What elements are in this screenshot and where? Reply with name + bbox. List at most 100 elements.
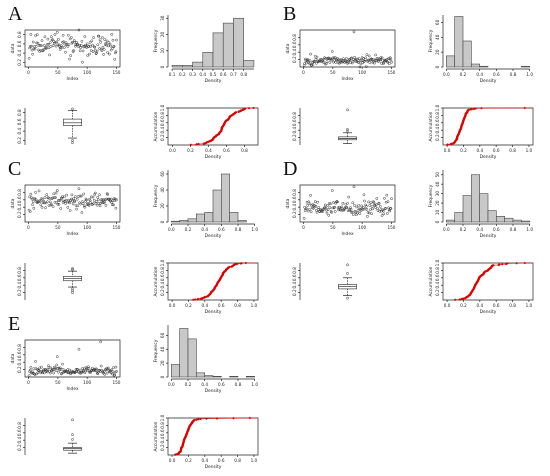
index-point [308, 202, 312, 206]
ecdf-xtick-label: 0.2 [460, 148, 467, 153]
index-point [335, 200, 338, 204]
ecdf-xtick-label: 0.6 [218, 303, 225, 308]
ecdf-xtick-label: 0.8 [234, 458, 241, 463]
index-point [27, 374, 31, 378]
index-plot-ytick-label: 0.6 [292, 196, 297, 203]
index-point [355, 205, 359, 209]
ecdf-xtick-label: 0.2 [187, 148, 194, 153]
index-point [314, 57, 318, 61]
index-point [390, 60, 393, 64]
histogram-xtick-label: 0.8 [510, 227, 517, 232]
index-point [363, 59, 366, 63]
index-plot-ytick-label: 0.2 [17, 211, 22, 218]
index-plot-xtick-label: 100 [358, 70, 366, 75]
histogram: 0.0 0.2 0.4 0.6 0.8 1.0 0 20 40 60 Density Frequenc… [428, 15, 533, 84]
index-point [340, 60, 343, 64]
index-point [112, 366, 115, 369]
index-point [34, 191, 37, 194]
index-point [333, 56, 337, 59]
index-point [364, 65, 368, 69]
ecdf-xlabel: Density [205, 309, 222, 315]
index-point [334, 61, 338, 64]
ecdf-point [235, 111, 238, 114]
hist-bar [221, 173, 230, 223]
index-point [40, 39, 44, 43]
ecdf-point [470, 108, 473, 111]
index-plot-ytick-label: 0.4 [17, 359, 22, 366]
index-point [109, 44, 112, 48]
index-point [353, 55, 356, 59]
index-point [79, 46, 83, 50]
index-point [45, 200, 49, 204]
index-point [381, 209, 385, 213]
histogram-ytick-label: 60 [435, 19, 440, 25]
index-point [47, 42, 50, 46]
ecdf-ylabel: Accumulation [153, 266, 159, 296]
boxplot: 0.20.40.60.8 [17, 418, 82, 455]
index-point [41, 201, 45, 205]
ecdf-ytick-label: 0.4 [160, 282, 165, 289]
index-point [313, 200, 317, 203]
index-point [35, 41, 39, 45]
index-point [378, 205, 382, 208]
index-point [57, 370, 60, 374]
ecdf-line [455, 262, 533, 300]
index-point [342, 208, 346, 212]
index-point [351, 59, 355, 63]
ecdf-point [501, 263, 504, 266]
ecdf: 0.0 0.2 0.4 0.6 0.8 1.00.20.40.60.81.0Density… [428, 104, 534, 160]
box-outlier [71, 289, 74, 293]
index-point [101, 36, 104, 39]
histogram-ylabel: Frequency [428, 184, 434, 207]
index-point [349, 207, 353, 211]
index-point [377, 202, 381, 205]
index-plot-xtick-label: 150 [112, 225, 120, 230]
index-point [100, 49, 104, 53]
index-point [320, 210, 324, 213]
ecdf-point [192, 298, 195, 301]
histogram-xtick-label: 0.4 [476, 227, 483, 232]
histogram-ylabel: Frequency [153, 184, 159, 207]
hist-bar [204, 212, 214, 223]
ecdf-xtick-label: 0.2 [185, 303, 192, 308]
ecdf-ytick-label: 0.6 [435, 274, 440, 281]
index-point [335, 200, 339, 203]
index-point [379, 56, 383, 59]
index-point [93, 369, 97, 372]
index-plot: 0 50 100 150 0.20.40.60.8 Index data [10, 339, 121, 392]
index-point [43, 196, 47, 199]
index-point [76, 204, 80, 208]
index-point [31, 203, 34, 206]
index-point [92, 45, 96, 49]
index-point [386, 200, 390, 204]
boxplot-ytick-label: 0.4 [292, 282, 297, 289]
index-point [368, 204, 372, 207]
boxplot-ytick-label: 0.6 [17, 429, 22, 436]
index-point [80, 211, 84, 214]
index-point [103, 373, 107, 376]
histogram-xtick-label: 0.6 [218, 227, 225, 232]
index-point [62, 195, 66, 199]
histogram-xtick-label: 0.5 [210, 72, 217, 77]
index-point [57, 199, 60, 202]
ecdf-xtick-label: 1.0 [251, 458, 258, 463]
ecdf-ytick-label: 0.8 [435, 112, 440, 119]
index-plot-xtick-label: 150 [112, 70, 120, 75]
index-point [62, 40, 66, 44]
index-point [356, 57, 359, 61]
index-point [81, 202, 85, 206]
ecdf-xtick-label: 0.0 [444, 148, 451, 153]
boxplot-ytick-label: 0.2 [292, 289, 297, 296]
index-point [371, 207, 375, 211]
index-point [332, 206, 336, 210]
index-point [86, 365, 90, 369]
ecdf-ytick-label: 0.4 [160, 437, 165, 444]
index-point [344, 60, 348, 63]
box-outlier [71, 433, 74, 436]
ecdf-ylabel: Accumulation [428, 111, 434, 141]
index-plot-ytick-label: 0.8 [17, 31, 22, 38]
index-point [373, 61, 376, 65]
index-point [347, 195, 351, 199]
index-point [386, 212, 389, 215]
index-point [370, 205, 374, 208]
